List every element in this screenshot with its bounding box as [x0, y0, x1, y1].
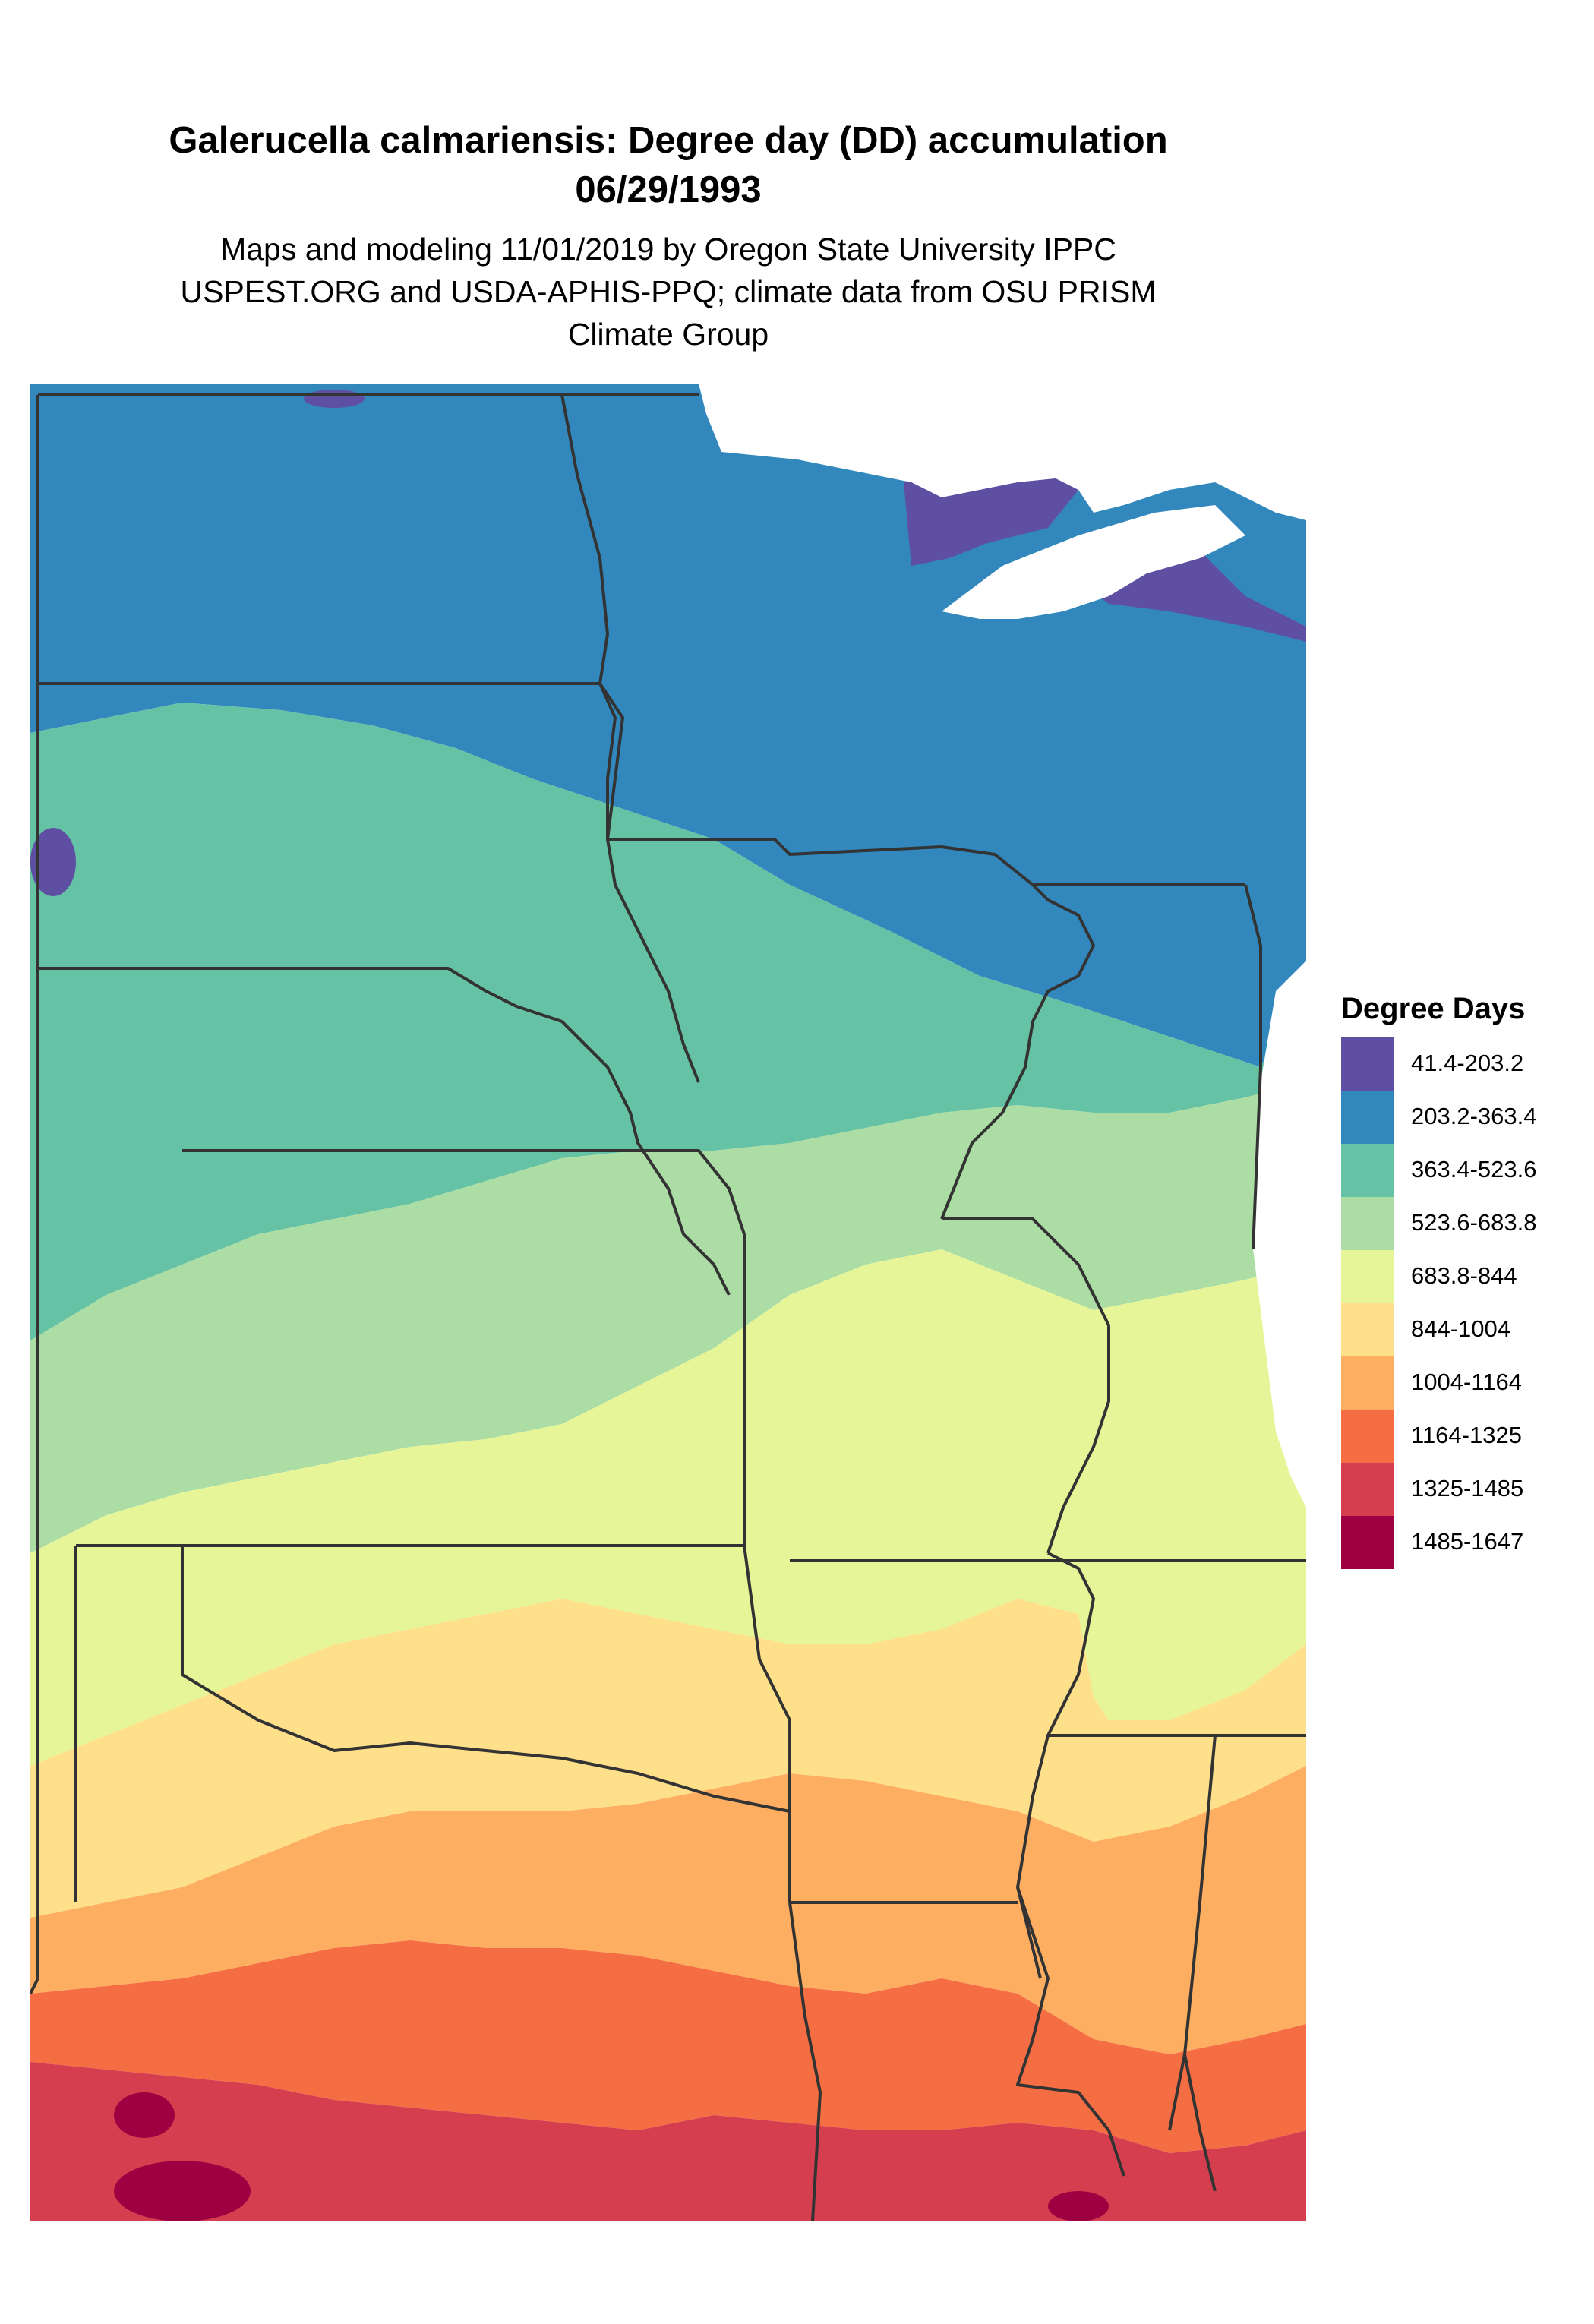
patch-1485-1647	[114, 2161, 251, 2221]
state-borders	[30, 393, 1306, 2222]
patch-41-203	[304, 390, 365, 408]
band-1004-1164	[30, 1766, 1306, 2054]
degree-day-bands	[30, 384, 1306, 2221]
legend-item: 844-1004	[1341, 1303, 1584, 1356]
band-1164-1325	[30, 1940, 1306, 2153]
legend-swatch	[1341, 1197, 1394, 1250]
legend-label: 41.4-203.2	[1411, 1050, 1524, 1076]
legend-label: 203.2-363.4	[1411, 1103, 1537, 1129]
band-203-363	[30, 384, 1306, 1067]
lake-superior	[942, 505, 1245, 619]
subtitle-line-2: USPEST.ORG and USDA-APHIS-PPQ; climate d…	[180, 274, 1157, 309]
map-title: Galerucella calmariensis: Degree day (DD…	[169, 120, 1168, 161]
degree-day-map	[30, 384, 1306, 2222]
legend-swatch	[1341, 1463, 1394, 1516]
legend-label: 1004-1164	[1411, 1369, 1522, 1395]
legend-item: 1004-1164	[1341, 1356, 1584, 1410]
legend-item: 363.4-523.6	[1341, 1144, 1584, 1197]
legend-label: 1325-1485	[1411, 1475, 1524, 1501]
legend-swatch	[1341, 1144, 1394, 1197]
legend-title: Degree Days	[1341, 992, 1526, 1025]
patch-1485-1647	[114, 2092, 175, 2138]
legend-swatch	[1341, 1410, 1394, 1463]
legend-item: 41.4-203.2	[1341, 1037, 1584, 1091]
band-363-523	[30, 703, 1306, 1340]
legend-swatch	[1341, 1250, 1394, 1303]
band-1325-1485	[30, 2062, 1306, 2221]
legend-item: 1485-1647	[1341, 1516, 1584, 1569]
band-523-683	[30, 1082, 1306, 1553]
legend-label: 1164-1325	[1411, 1422, 1522, 1448]
legend-item: 203.2-363.4	[1341, 1091, 1584, 1144]
legend-item: 1164-1325	[1341, 1410, 1584, 1463]
legend-swatch	[1341, 1516, 1394, 1569]
legend-swatch	[1341, 1303, 1394, 1356]
legend-item: 1325-1485	[1341, 1463, 1584, 1516]
subtitle-line-1: Maps and modeling 11/01/2019 by Oregon S…	[220, 232, 1116, 267]
legend-label: 683.8-844	[1411, 1262, 1517, 1289]
legend-label: 1485-1647	[1411, 1528, 1524, 1555]
band-683-844	[30, 1249, 1306, 1766]
legend-swatch	[1341, 1356, 1394, 1410]
subtitle-line-3: Climate Group	[567, 317, 769, 352]
map-date: 06/29/1993	[575, 169, 762, 210]
legend-label: 844-1004	[1411, 1315, 1511, 1342]
band-844-1004	[30, 1599, 1306, 1918]
legend-swatch	[1341, 1091, 1394, 1144]
legend-item: 683.8-844	[1341, 1250, 1584, 1303]
legend-label: 363.4-523.6	[1411, 1156, 1537, 1183]
legend-swatch	[1341, 1037, 1394, 1091]
patch-1485-1647	[1048, 2191, 1109, 2221]
patch-41-203	[30, 828, 76, 896]
legend-item: 523.6-683.8	[1341, 1197, 1584, 1250]
legend-label: 523.6-683.8	[1411, 1209, 1537, 1236]
